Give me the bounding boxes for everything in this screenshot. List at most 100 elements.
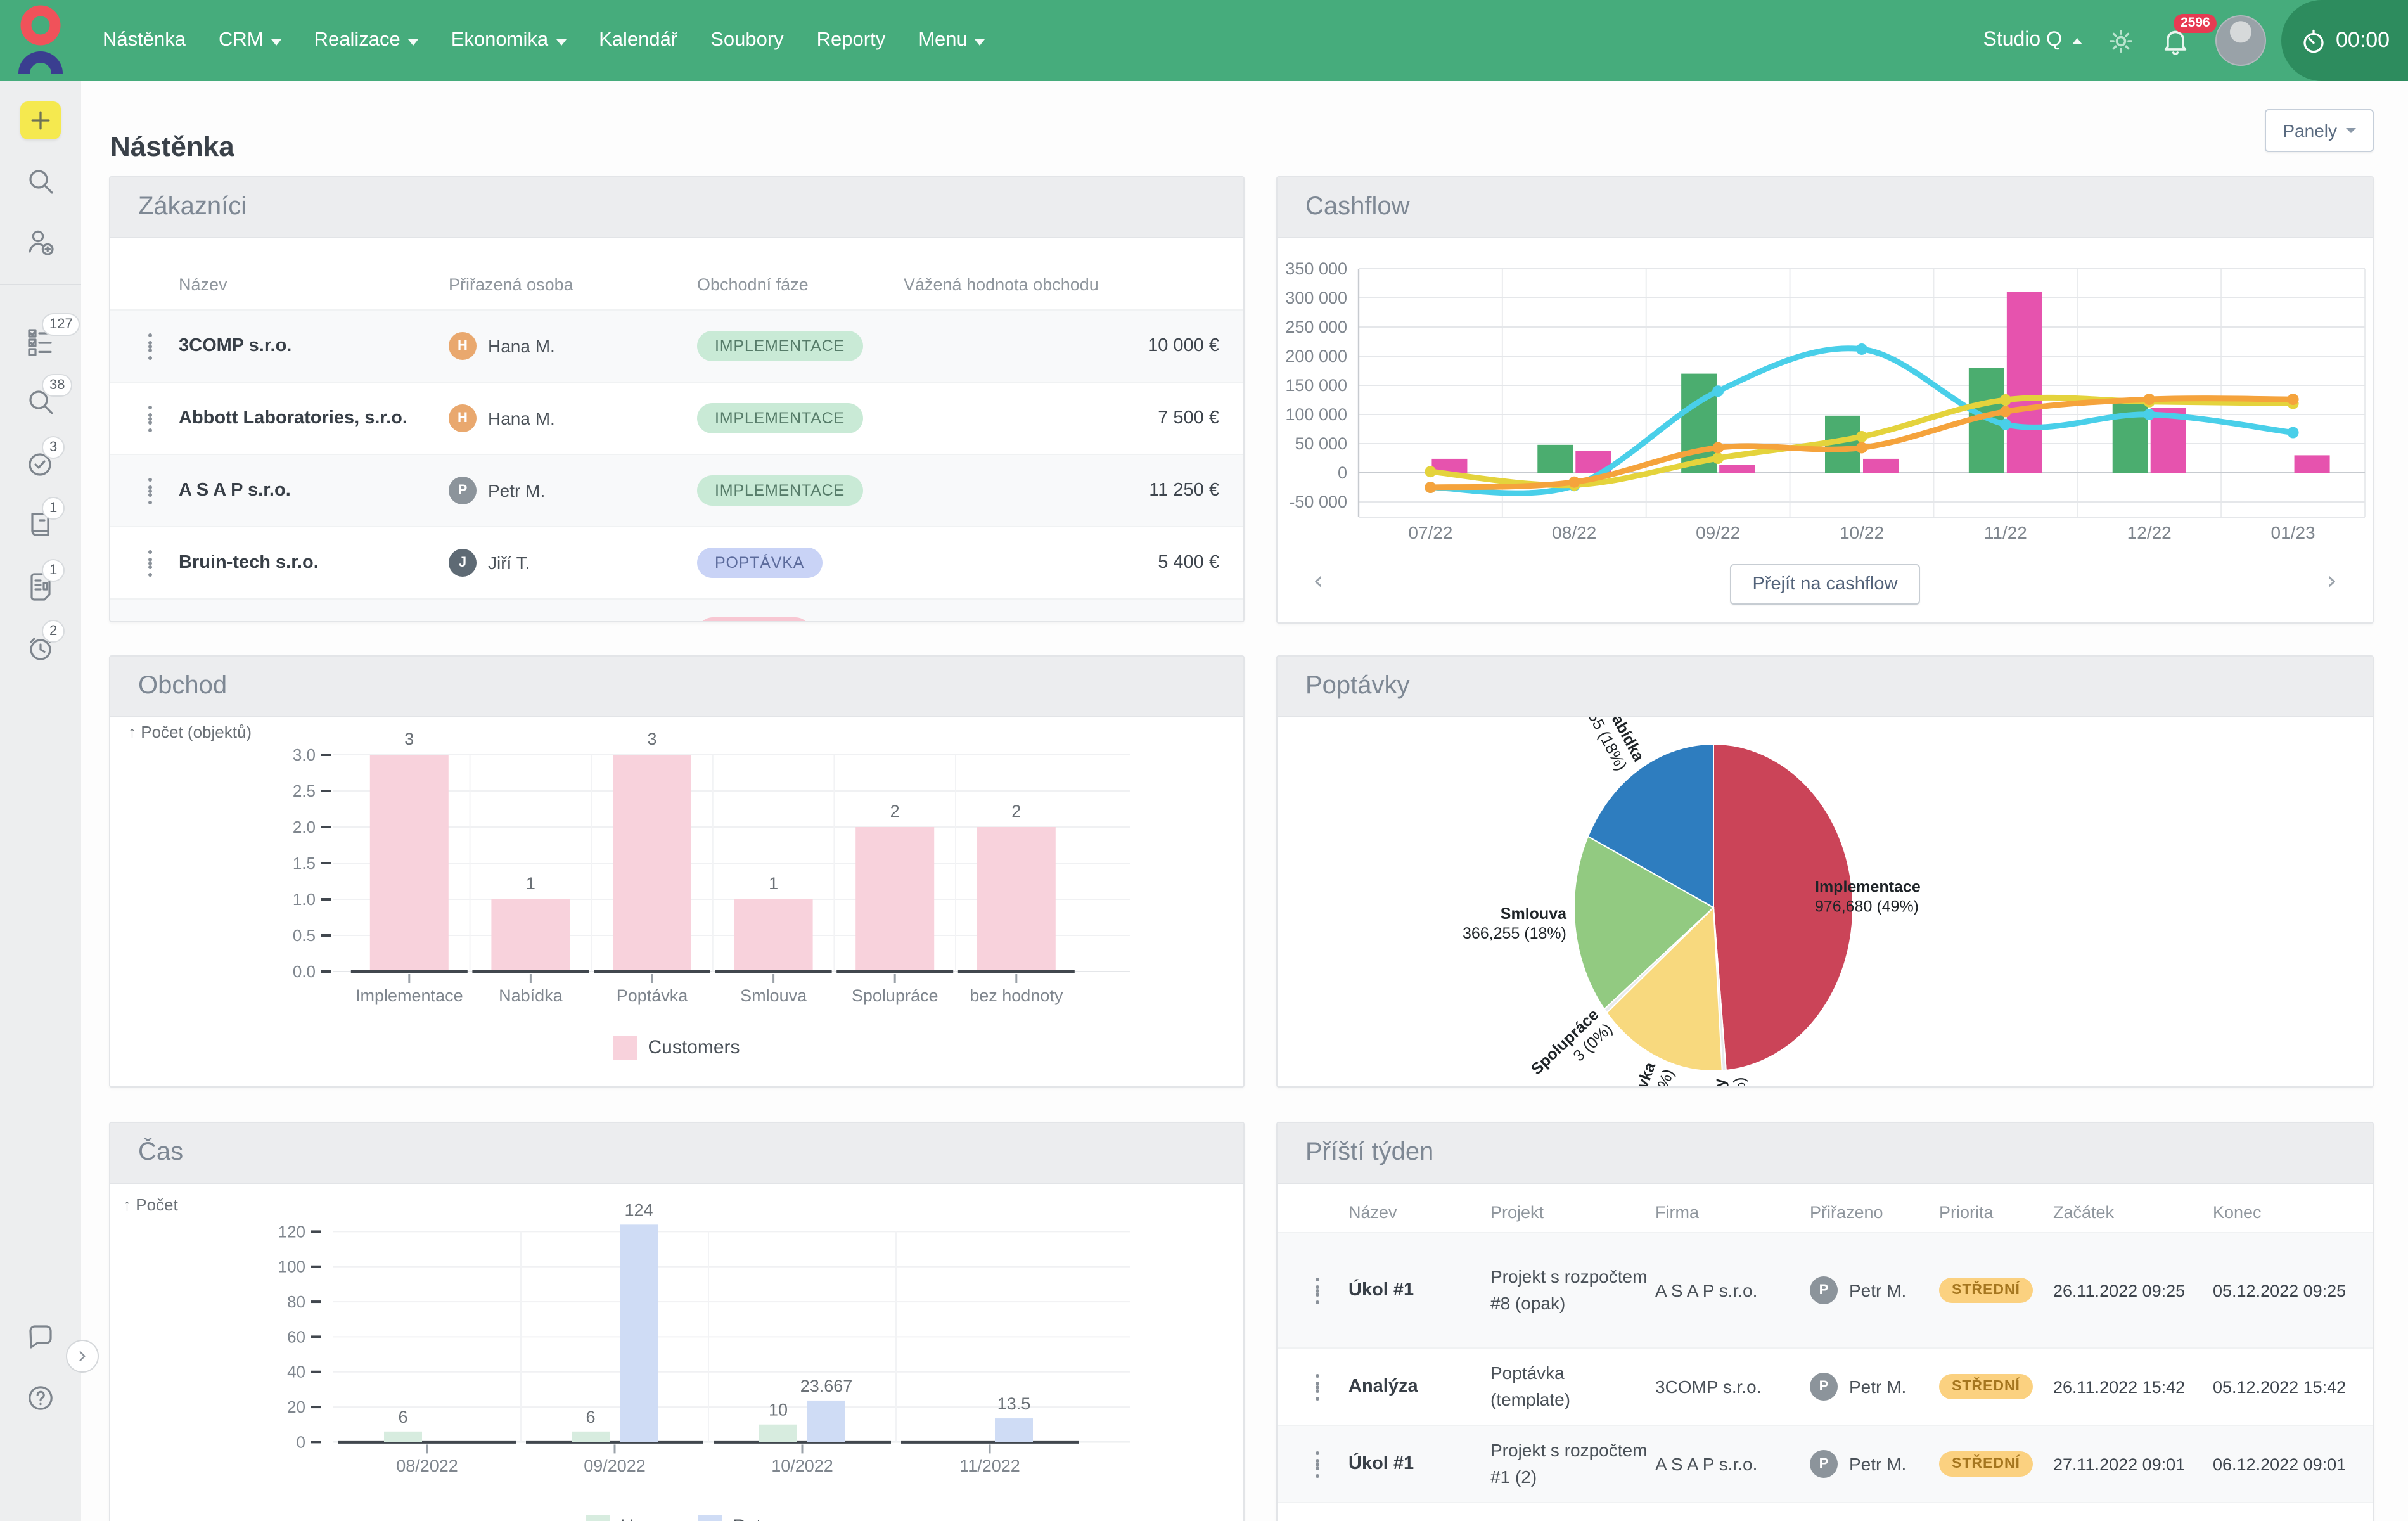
settings-button[interactable]	[2106, 26, 2136, 55]
app-logo-icon[interactable]	[0, 0, 81, 81]
chevron-right-icon	[79, 1351, 86, 1361]
quick-add-button[interactable]	[20, 101, 61, 139]
nav-item-label: CRM	[218, 29, 264, 51]
user-avatar[interactable]	[2215, 15, 2266, 66]
svg-text:100: 100	[278, 1257, 305, 1276]
panel-zakaznici: Zákazníci Název Přiřazená osoba Obchodní…	[109, 176, 1245, 622]
svg-text:Poptávka293,004 (15%): Poptávka293,004 (15%)	[1607, 1060, 1678, 1088]
chat-button[interactable]	[25, 1322, 56, 1352]
panel-title: Cashflow	[1305, 193, 1410, 221]
svg-text:300 000: 300 000	[1285, 288, 1347, 307]
table-row-partial[interactable]: Projekt s	[1278, 1502, 2373, 1521]
column-header: Konec	[2213, 1203, 2262, 1222]
nav-item-realizace[interactable]: Realizace	[298, 0, 435, 81]
row-menu-icon[interactable]	[148, 561, 152, 565]
top-nav: Nástěnka CRM Realizace Ekonomika Kalendá…	[0, 0, 2408, 81]
time-tracker-button[interactable]: 00:00	[2281, 0, 2408, 81]
prev-period-button[interactable]: ‹	[1305, 564, 1331, 597]
column-header: Projekt	[1490, 1203, 1544, 1222]
obchod-chart: 0.0 0.5 1.0 1.5 2.0 2.5 3.0 ↑ Počet (objektů) 3 I…	[128, 722, 1130, 1005]
alarms-count-badge: 2	[42, 620, 65, 643]
nav-item-label: Reporty	[816, 29, 886, 51]
sidebar-expand-button[interactable]	[66, 1340, 99, 1373]
table-row-partial[interactable]	[110, 598, 1243, 621]
table-row[interactable]: 3COMP s.r.o. H Hana M. IMPLEMENTACE 10 00…	[110, 309, 1243, 382]
svg-text:0.5: 0.5	[293, 926, 316, 945]
svg-text:2: 2	[1011, 802, 1021, 821]
panel-header: Příští týden	[1278, 1123, 2373, 1184]
search-icon	[29, 390, 53, 414]
panels-button[interactable]: Panely	[2265, 109, 2374, 152]
nav-item-ekonomika[interactable]: Ekonomika	[435, 0, 582, 81]
book-count-badge: 1	[42, 497, 65, 520]
question-mark-icon	[29, 1386, 53, 1410]
svg-text:Nabídka: Nabídka	[499, 986, 563, 1005]
assigned-person: Petr M.	[1849, 1377, 1907, 1397]
saved-search-button[interactable]: 38	[25, 374, 73, 417]
svg-text:08/2022: 08/2022	[396, 1456, 458, 1475]
search-button[interactable]	[25, 166, 56, 196]
nav-item-menu[interactable]: Menu	[902, 0, 1002, 81]
gear-icon	[2109, 29, 2133, 53]
svg-text:↑ Počet: ↑ Počet	[123, 1195, 178, 1214]
table-header-row: Název Přiřazená osoba Obchodní fáze Váže…	[110, 238, 1243, 309]
priority-badge: STŘEDNÍ	[1939, 1278, 2033, 1303]
cashflow-chart: 350 000 300 000 250 000 200 000 150 000 100 0…	[1285, 259, 2366, 542]
next-period-button[interactable]: ›	[2319, 564, 2345, 597]
chat-bubble-icon	[29, 1325, 52, 1349]
panel-title: Poptávky	[1305, 672, 1410, 700]
table-row[interactable]: Analýza Poptávka (template) 3COMP s.r.o.…	[1278, 1347, 2373, 1425]
row-menu-icon[interactable]	[148, 344, 152, 348]
svg-text:08/22: 08/22	[1552, 523, 1596, 542]
row-menu-icon[interactable]	[1316, 1288, 1319, 1292]
svg-text:3: 3	[647, 729, 656, 748]
table-row[interactable]: Bruin-tech s.r.o. J Jiří T. POPTÁVKA 5 40…	[110, 526, 1243, 598]
workspace-switcher[interactable]: Studio Q	[1983, 29, 2082, 52]
nav-item-reporty[interactable]: Reporty	[800, 0, 902, 81]
row-menu-icon[interactable]	[148, 416, 152, 420]
tasks-button[interactable]: 127	[25, 313, 80, 356]
table-row[interactable]: Úkol #1 Projekt s rozpočtem #1 (2) A S A…	[1278, 1425, 2373, 1502]
svg-text:12/22: 12/22	[2127, 523, 2172, 542]
knowledge-base-button[interactable]: 1	[25, 497, 65, 540]
add-contact-button[interactable]	[25, 227, 56, 257]
company-name: 3COMP s.r.o.	[1655, 1377, 1762, 1397]
svg-text:07/22: 07/22	[1408, 523, 1452, 542]
nav-item-kalendar[interactable]: Kalendář	[582, 0, 694, 81]
table-row[interactable]: Abbott Laboratories, s.r.o. H Hana M. IMP…	[110, 382, 1243, 454]
column-header: Firma	[1655, 1203, 1699, 1222]
nav-item-crm[interactable]: CRM	[202, 0, 298, 81]
reminders-button[interactable]: 2	[25, 620, 65, 663]
svg-text:80: 80	[287, 1292, 305, 1311]
svg-text:100 000: 100 000	[1285, 405, 1347, 424]
customer-name: 3COMP s.r.o.	[179, 336, 292, 356]
approvals-button[interactable]: 3	[25, 436, 65, 479]
table-row[interactable]: Úkol #1 Projekt s rozpočtem #8 (opak) A …	[1278, 1232, 2373, 1347]
avatar: P	[1810, 1276, 1838, 1304]
row-menu-icon[interactable]	[1316, 1462, 1319, 1466]
svg-text:10/22: 10/22	[1840, 523, 1884, 542]
panel-pristi-tyden: Příští týden Název Projekt Firma Přiřaze…	[1276, 1122, 2374, 1521]
panel-title: Příští týden	[1305, 1138, 1434, 1166]
help-button[interactable]	[25, 1383, 56, 1413]
chevron-down-icon	[407, 39, 418, 45]
svg-text:2.5: 2.5	[293, 781, 316, 800]
nav-item-label: Kalendář	[599, 29, 678, 51]
documents-button[interactable]: 1	[25, 559, 65, 602]
svg-text:10/2022: 10/2022	[771, 1456, 833, 1475]
nav-item-nastenka[interactable]: Nástěnka	[86, 0, 202, 81]
go-to-cashflow-button[interactable]: Přejít na cashflow	[1729, 564, 1921, 605]
notification-count-badge: 2596	[2174, 13, 2217, 34]
stopwatch-icon	[2303, 29, 2324, 53]
panel-title: Čas	[138, 1138, 184, 1166]
svg-text:124: 124	[624, 1200, 653, 1219]
assigned-person: Petr M.	[1849, 1280, 1907, 1300]
table-row[interactable]: A S A P s.r.o. P Petr M. IMPLEMENTACE 11 …	[110, 454, 1243, 526]
notifications-button[interactable]: 2596	[2160, 13, 2217, 56]
row-menu-icon[interactable]	[1316, 1385, 1319, 1389]
documents-count-badge: 1	[42, 559, 65, 582]
row-menu-icon[interactable]	[148, 489, 152, 492]
panels-button-label: Panely	[2283, 120, 2337, 141]
nav-item-soubory[interactable]: Soubory	[694, 0, 800, 81]
